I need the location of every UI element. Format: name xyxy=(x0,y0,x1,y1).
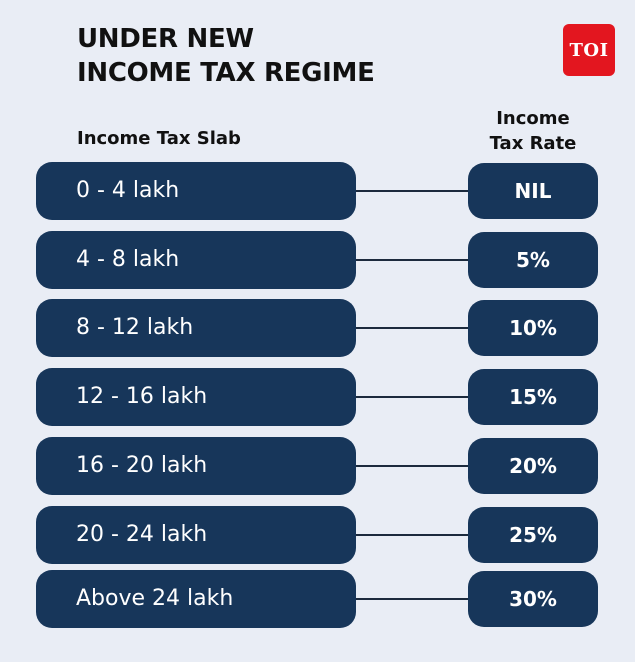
slab-label: 20 - 24 lakh xyxy=(36,506,356,564)
tax-row: 16 - 20 lakh 20% xyxy=(0,437,635,495)
row-connector-line xyxy=(350,396,475,398)
tax-row: 20 - 24 lakh 25% xyxy=(0,506,635,564)
row-connector-line xyxy=(350,598,475,600)
tax-row: 0 - 4 lakh NIL xyxy=(0,162,635,220)
rate-value: 30% xyxy=(468,571,598,627)
slab-label: 0 - 4 lakh xyxy=(36,162,356,220)
tax-row: 8 - 12 lakh 10% xyxy=(0,299,635,357)
slab-label: 8 - 12 lakh xyxy=(36,299,356,357)
tax-row: Above 24 lakh 30% xyxy=(0,570,635,628)
rate-value: 20% xyxy=(468,438,598,494)
toi-logo: TOI xyxy=(563,24,615,76)
tax-row: 4 - 8 lakh 5% xyxy=(0,231,635,289)
tax-row: 12 - 16 lakh 15% xyxy=(0,368,635,426)
slab-label: 12 - 16 lakh xyxy=(36,368,356,426)
row-connector-line xyxy=(350,190,475,192)
rate-header-line-2: Tax Rate xyxy=(489,133,577,154)
rate-value: 5% xyxy=(468,232,598,288)
row-connector-line xyxy=(350,534,475,536)
slab-label: 4 - 8 lakh xyxy=(36,231,356,289)
slab-label: Above 24 lakh xyxy=(36,570,356,628)
page-title: UNDER NEW INCOME TAX REGIME xyxy=(77,22,375,90)
rate-value: NIL xyxy=(468,163,598,219)
rate-value: 25% xyxy=(468,507,598,563)
slab-column-header: Income Tax Slab xyxy=(77,128,241,149)
rate-column-header: Income Tax Rate xyxy=(468,106,598,156)
row-connector-line xyxy=(350,465,475,467)
row-connector-line xyxy=(350,327,475,329)
rate-header-line-1: Income xyxy=(496,108,570,129)
slab-label: 16 - 20 lakh xyxy=(36,437,356,495)
rate-value: 15% xyxy=(468,369,598,425)
title-line-1: UNDER NEW xyxy=(77,24,254,54)
rate-value: 10% xyxy=(468,300,598,356)
title-line-2: INCOME TAX REGIME xyxy=(77,58,375,88)
row-connector-line xyxy=(350,259,475,261)
